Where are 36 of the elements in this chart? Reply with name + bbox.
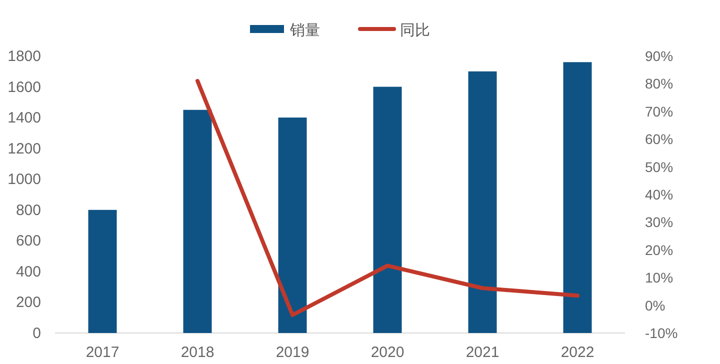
bar (183, 110, 212, 333)
y-tick-label: 400 (16, 263, 41, 280)
x-tick-label: 2020 (370, 344, 404, 361)
y-tick-label: 0 (32, 325, 41, 342)
y-tick-label: 1400 (8, 110, 41, 127)
legend-label: 同比 (400, 22, 430, 39)
y-tick-label: 200 (16, 294, 41, 312)
y-tick-label: 800 (16, 202, 41, 219)
y2-tick-label: 40% (645, 186, 674, 202)
y2-tick-label: 20% (645, 242, 674, 258)
y2-tick-label: 60% (645, 131, 674, 148)
y-tick-label: 1000 (8, 171, 41, 188)
y2-tick-label: -10% (645, 325, 678, 341)
y-tick-label: 1800 (8, 48, 41, 65)
line-series (196, 78, 580, 317)
bar (373, 86, 402, 333)
bar (468, 71, 497, 333)
y2-tick-label: 30% (645, 214, 674, 230)
legend-label: 销量 (289, 22, 320, 39)
bar (563, 62, 592, 333)
bar (88, 210, 117, 333)
y-tick-label: 600 (16, 232, 41, 250)
y-tick-label: 1200 (8, 140, 41, 158)
x-tick-label: 2017 (86, 344, 120, 361)
bar (278, 118, 307, 333)
y2-tick-label: 0% (645, 297, 666, 314)
y2-tick-label: 70% (645, 103, 674, 120)
y-tick-label: 1600 (8, 78, 41, 96)
y2-tick-label: 90% (645, 48, 674, 64)
y2-tick-label: 10% (645, 270, 674, 286)
x-tick-label: 2022 (560, 344, 594, 361)
y2-tick-label: 80% (645, 76, 674, 92)
x-tick-label: 2019 (276, 344, 310, 361)
x-tick-label: 2021 (466, 344, 500, 361)
y2-tick-label: 50% (645, 158, 674, 175)
x-tick-label: 2018 (180, 344, 214, 361)
